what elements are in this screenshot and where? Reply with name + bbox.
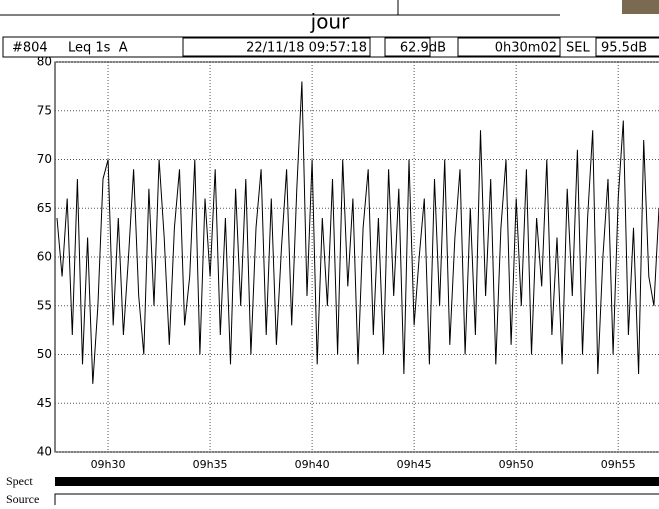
x-tick-label: 09h35: [193, 458, 228, 471]
header-sel-value: 95.5dB: [601, 41, 647, 56]
chart-title: jour: [310, 10, 350, 34]
header-level: 62.9dB: [400, 41, 446, 56]
y-tick-label: 75: [37, 103, 52, 117]
y-tick-label: 45: [37, 396, 52, 410]
y-tick-label: 50: [37, 347, 52, 361]
plot: 40 45 50 55 60 65 70 75 80 09h30 09h35 09h40 09h45 09…: [37, 55, 659, 471]
header-timestamp: 22/11/18 09:57:18: [246, 41, 367, 56]
header-bar: [2, 36, 659, 58]
y-tick-label: 65: [37, 201, 52, 215]
corner-image: [622, 0, 659, 14]
x-tick-label: 09h30: [91, 458, 126, 471]
header-box: [595, 37, 659, 57]
level-line: [56, 81, 659, 384]
x-tick-label: 09h40: [295, 458, 330, 471]
x-tick-label: 09h50: [499, 458, 534, 471]
spect-label: Spect: [6, 474, 33, 488]
header-box: [384, 37, 431, 57]
y-tick-label: 80: [37, 55, 52, 69]
spect-bar: [55, 477, 659, 486]
header-duration: 0h30m02: [495, 41, 557, 56]
y-tick-label: 60: [37, 250, 52, 264]
header-id: #804: [12, 41, 48, 56]
y-tick-label: 55: [37, 298, 52, 312]
x-tick-label: 09h45: [397, 458, 432, 471]
header-measure: Leq 1s A: [68, 41, 128, 56]
source-bar: [54, 493, 659, 507]
header-sel-label: SEL: [566, 41, 590, 56]
header-box: [182, 37, 371, 57]
source-label: Source: [6, 492, 39, 505]
header-box: [457, 37, 561, 57]
y-tick-label: 40: [37, 445, 52, 459]
y-tick-label: 70: [37, 152, 52, 166]
x-tick-label: 09h55: [601, 458, 636, 471]
